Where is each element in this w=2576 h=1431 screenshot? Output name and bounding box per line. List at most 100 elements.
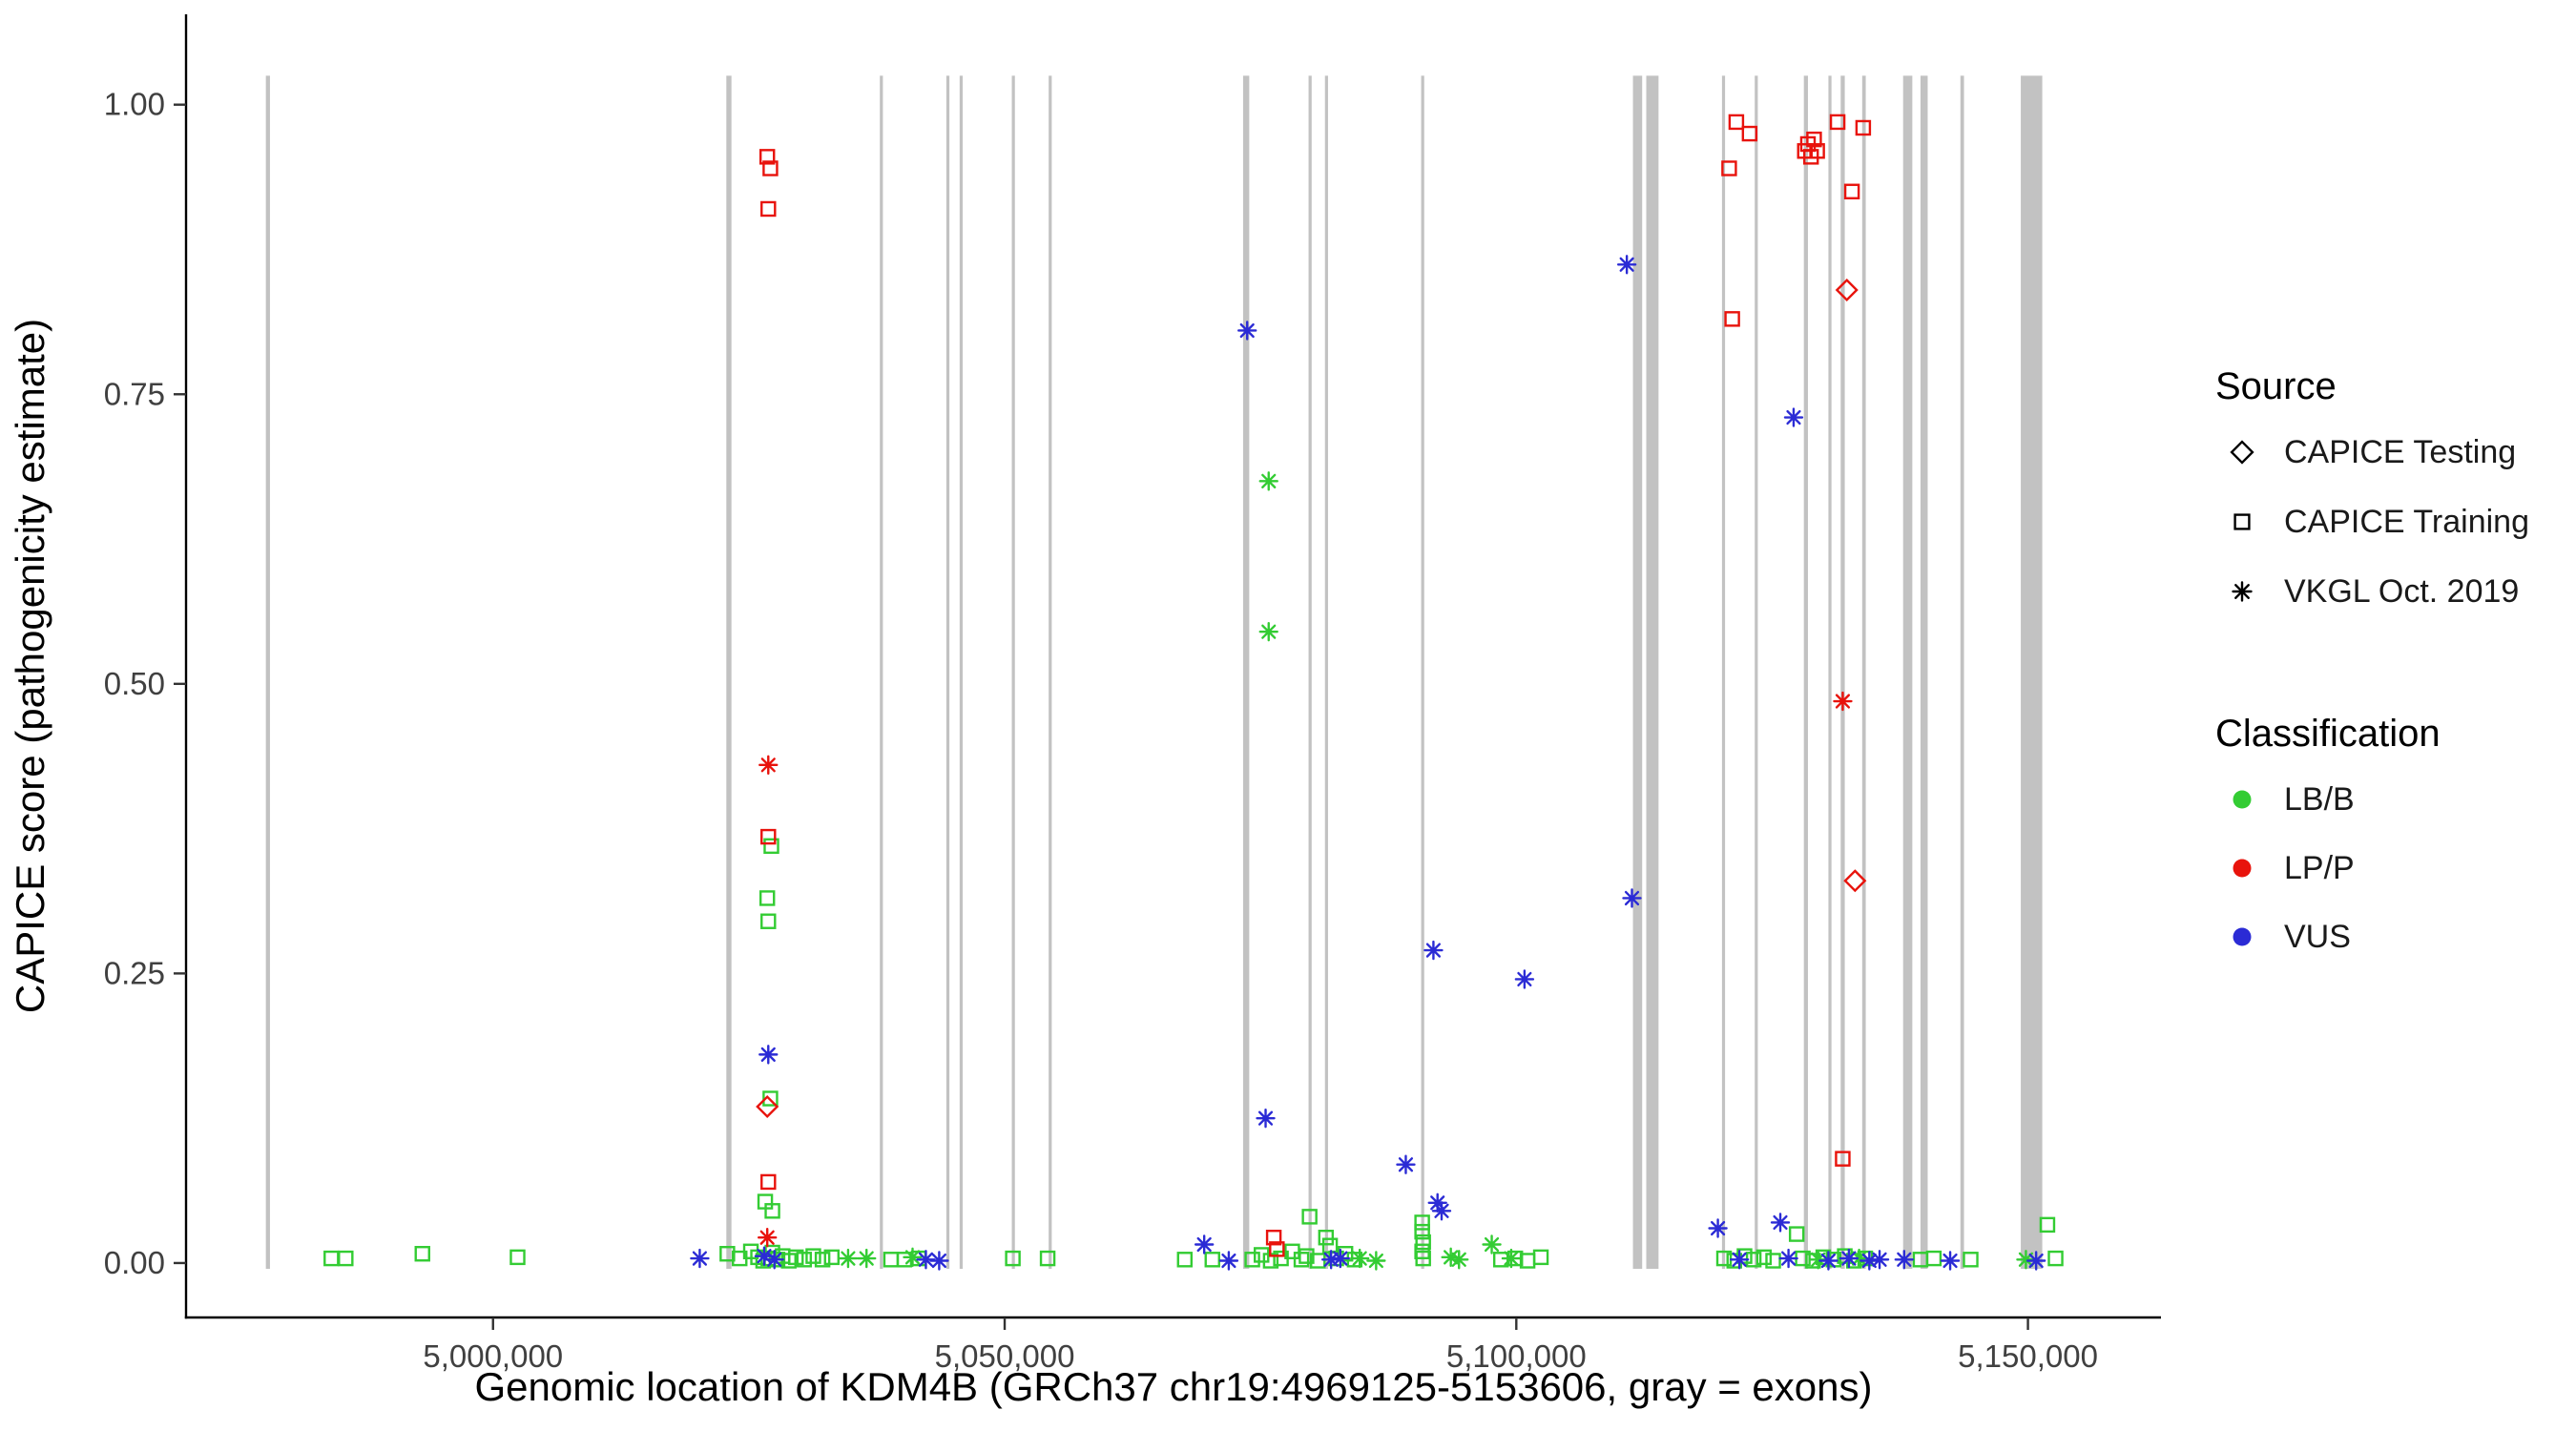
classification-dot-icon [2233, 859, 2252, 878]
data-point-asterisk [1622, 888, 1642, 908]
exon-band [959, 75, 964, 1270]
exon-band [1011, 75, 1015, 1270]
data-point-square [1414, 1214, 1430, 1231]
exon-band [1242, 75, 1250, 1270]
data-point-square [823, 1249, 840, 1266]
data-point-asterisk [1423, 940, 1444, 961]
data-point-square [509, 1249, 526, 1266]
data-point-asterisk [1501, 1248, 1522, 1269]
data-point-asterisk [1431, 1201, 1452, 1221]
data-point-square [1855, 119, 1872, 136]
legend-item-label: LP/P [2284, 850, 2355, 886]
y-tick-label: 0.75 [104, 376, 165, 411]
legend-item: LP/P [2233, 850, 2355, 886]
data-point-asterisk [1237, 321, 1257, 341]
data-point-diamond [756, 1094, 779, 1119]
data-point-square [762, 1090, 779, 1107]
legend-item: CAPICE Testing [2230, 434, 2516, 470]
legend-item: VKGL Oct. 2019 [2232, 573, 2519, 610]
data-point-square [2047, 1250, 2064, 1267]
data-point-square [796, 1252, 813, 1268]
data-point-square [1728, 114, 1745, 131]
data-point-square [1414, 1223, 1430, 1240]
data-point-asterisk [1808, 1250, 1828, 1270]
data-point-square [1204, 1252, 1220, 1268]
exon-band [2021, 75, 2043, 1270]
data-point-asterisk [1869, 1250, 1890, 1270]
data-point-square [1269, 1241, 1285, 1257]
data-point-square [1788, 1226, 1805, 1242]
exon-band [1324, 75, 1328, 1270]
data-point-square [323, 1250, 340, 1267]
data-point-square [1532, 1249, 1549, 1266]
data-point-square [1809, 143, 1825, 159]
data-point-asterisk [1729, 1250, 1750, 1270]
data-point-asterisk [1859, 1251, 1880, 1271]
data-point-asterisk [1894, 1250, 1914, 1270]
exon-band [1960, 75, 1964, 1270]
legend-items: CAPICE Testing CAPICE Training VKGL Oct. 2… [2230, 434, 2529, 955]
exon-band [1840, 75, 1845, 1270]
exon-band [1920, 75, 1928, 1270]
x-tick-label: 5,150,000 [1958, 1338, 2098, 1374]
data-point-asterisk [1783, 407, 1804, 427]
data-point-asterisk [1778, 1248, 1798, 1269]
data-point-asterisk [838, 1248, 859, 1269]
data-point-square [762, 160, 779, 176]
data-point-diamond [1843, 869, 1867, 893]
exon-band [880, 75, 883, 1270]
data-point-asterisk [1258, 471, 1278, 491]
legend-item: LB/B [2233, 781, 2355, 818]
data-point-square [1039, 1250, 1056, 1267]
exon-band [1721, 75, 1726, 1270]
data-point-asterisk [1818, 1251, 1839, 1271]
data-point-square [883, 1252, 900, 1268]
data-point-square [1244, 1252, 1260, 1268]
x-tick-label: 5,100,000 [1446, 1338, 1587, 1374]
exon-band [1049, 75, 1052, 1270]
data-point-asterisk [690, 1248, 710, 1269]
data-point-square [1843, 183, 1860, 199]
data-point-asterisk [1514, 969, 1535, 989]
data-point-square [1310, 1253, 1326, 1269]
data-point-asterisk [903, 1247, 923, 1268]
exon-band [1632, 75, 1643, 1270]
exon-band [265, 75, 270, 1270]
exon-band [945, 75, 950, 1270]
legend-item: CAPICE Training [2233, 504, 2529, 540]
data-point-square [1176, 1252, 1194, 1268]
exon-band [726, 75, 732, 1270]
data-point-square [1415, 1234, 1431, 1251]
data-point-square [760, 828, 777, 845]
data-point-asterisk [929, 1251, 949, 1271]
data-point-square [763, 838, 779, 855]
data-point-asterisk [1833, 691, 1853, 712]
data-point-asterisk [758, 1045, 779, 1065]
data-point-asterisk [857, 1248, 877, 1269]
data-point-asterisk [1441, 1247, 1461, 1268]
data-point-square [1806, 131, 1822, 148]
data-point-square [1724, 311, 1740, 327]
data-point-square [1736, 1248, 1753, 1264]
exon-bands-layer [265, 75, 2043, 1270]
data-point-square [1293, 1252, 1310, 1268]
data-point-asterisk [1708, 1218, 1728, 1238]
data-point-asterisk [1218, 1251, 1239, 1271]
legend-item-label: VKGL Oct. 2019 [2284, 573, 2519, 610]
legend-item-label: VUS [2284, 919, 2351, 955]
data-point-square [1318, 1229, 1335, 1246]
exon-band [1861, 75, 1866, 1270]
data-point-asterisk [1482, 1234, 1502, 1255]
data-point-asterisk [1366, 1251, 1386, 1271]
data-point-square [1741, 125, 1758, 142]
data-point-square [1265, 1229, 1282, 1246]
data-point-asterisk [1770, 1213, 1791, 1233]
y-axis-title: CAPICE score (pathogenicity estimate) [8, 319, 52, 1013]
data-point-asterisk [2025, 1251, 2046, 1271]
data-point-square [1963, 1252, 1979, 1268]
y-tick-label: 0.50 [104, 666, 165, 701]
x-tick-label: 5,000,000 [423, 1338, 563, 1374]
data-point-asterisk [1194, 1234, 1215, 1255]
data-point-asterisk [758, 755, 779, 776]
